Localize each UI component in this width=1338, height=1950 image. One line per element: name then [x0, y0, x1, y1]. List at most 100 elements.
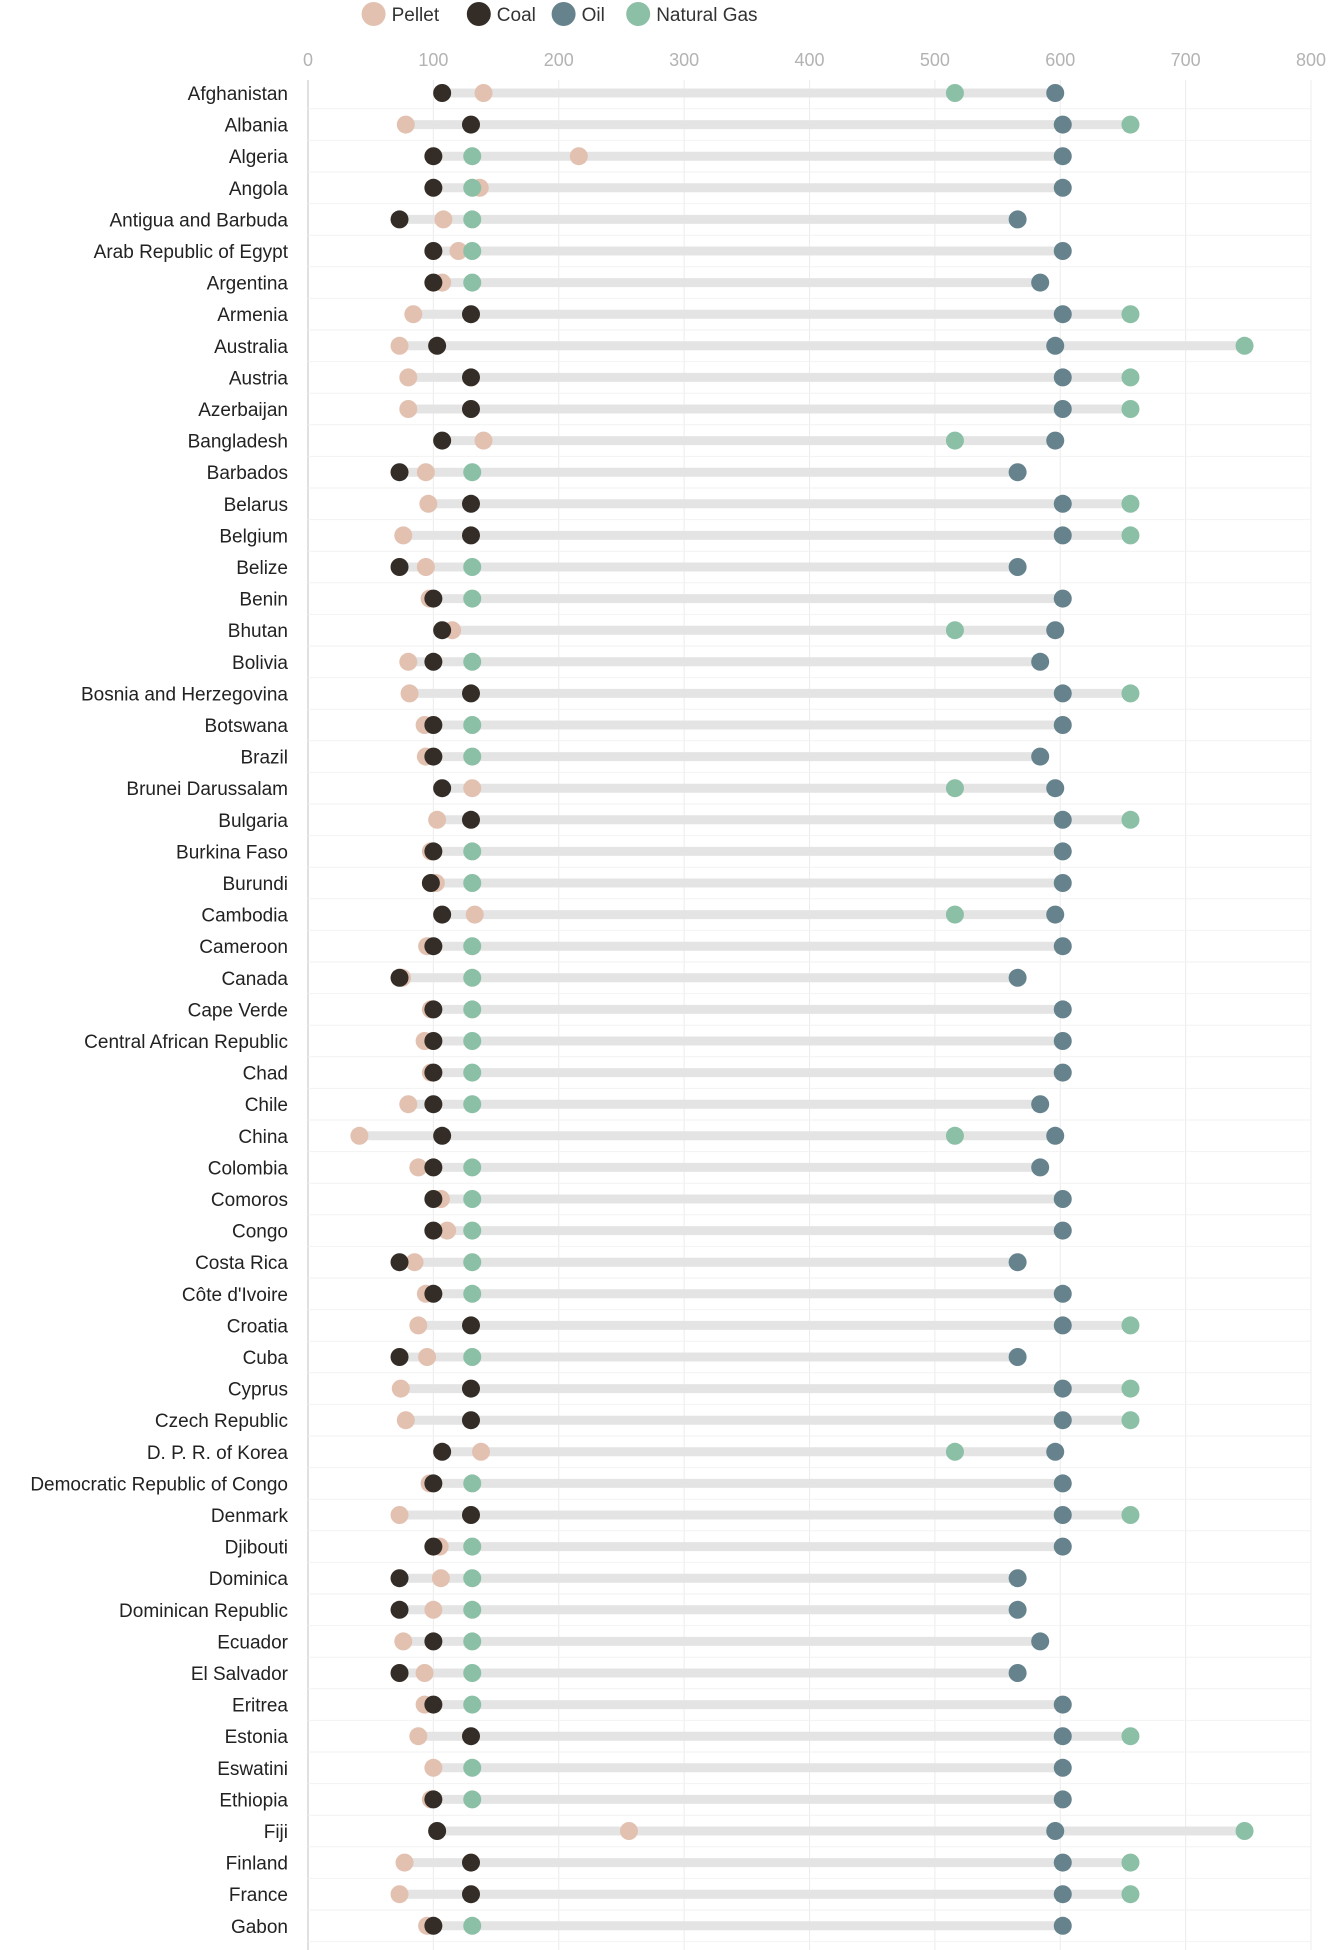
- gas-dot: [463, 1063, 482, 1082]
- gas-dot: [463, 1600, 482, 1619]
- country-row: Belize: [236, 558, 1027, 579]
- gas-dot: [463, 1758, 482, 1777]
- gas-dot: [463, 1537, 482, 1556]
- oil-dot: [1053, 178, 1072, 197]
- oil-dot: [1053, 526, 1072, 545]
- coal-dot: [461, 1316, 480, 1335]
- country-row: Ecuador: [217, 1632, 1050, 1653]
- pellet-dot: [419, 494, 438, 513]
- country-row: Bulgaria: [218, 810, 1140, 832]
- oil-dot: [1053, 147, 1072, 166]
- country-row: Bhutan: [228, 621, 1065, 642]
- gas-dot: [463, 1158, 482, 1177]
- coal-dot: [390, 1600, 409, 1619]
- country-row: Azerbaijan: [198, 400, 1140, 421]
- pellet-dot: [395, 1853, 414, 1872]
- country-row: Central African Republic: [84, 1032, 1072, 1053]
- oil-dot: [1046, 1822, 1065, 1840]
- coal-dot: [461, 1853, 480, 1872]
- country-label: Cameroon: [199, 937, 288, 958]
- oil-dot: [1053, 874, 1072, 892]
- oil-dot: [1046, 621, 1065, 640]
- oil-dot: [1046, 84, 1065, 102]
- country-label: Chad: [243, 1064, 288, 1085]
- x-tick-label: 500: [920, 50, 950, 70]
- country-row: Albania: [225, 115, 1140, 137]
- country-row: Benin: [239, 589, 1072, 611]
- gas-dot: [1235, 1822, 1254, 1840]
- country-label: Costa Rica: [195, 1253, 288, 1274]
- coal-dot: [424, 1790, 443, 1809]
- country-row: Cape Verde: [188, 1000, 1072, 1021]
- country-label: Djibouti: [225, 1538, 288, 1559]
- country-label: China: [238, 1127, 288, 1148]
- gas-dot: [463, 1221, 482, 1240]
- country-label: Antigua and Barbuda: [109, 210, 288, 231]
- pellet-dot: [394, 526, 413, 545]
- gas-dot: [463, 1916, 482, 1935]
- country-row: Congo: [232, 1221, 1072, 1243]
- coal-dot: [433, 621, 452, 640]
- pellet-dot: [400, 684, 419, 703]
- coal-dot: [461, 115, 480, 134]
- gas-dot: [463, 1474, 482, 1493]
- country-row: D. P. R. of Korea: [147, 1442, 1065, 1464]
- coal-dot: [461, 305, 480, 324]
- gas-dot: [945, 779, 964, 798]
- country-row: Comoros: [211, 1190, 1072, 1211]
- coal-dot: [390, 210, 409, 229]
- country-row: Croatia: [227, 1316, 1140, 1337]
- oil-dot: [1053, 1284, 1072, 1303]
- country-label: Cape Verde: [188, 1000, 288, 1021]
- coal-dot: [433, 84, 452, 102]
- oil-dot: [1053, 1316, 1072, 1335]
- gas-dot: [463, 842, 482, 861]
- oil-dot: [1053, 368, 1072, 387]
- oil-dot: [1053, 1379, 1072, 1398]
- legend-item-gas: Natural Gas: [626, 2, 758, 26]
- oil-dot: [1053, 1727, 1072, 1746]
- country-row: Cambodia: [201, 905, 1065, 927]
- coal-dot: [390, 463, 409, 482]
- pellet-dot: [619, 1822, 638, 1840]
- coal-dot: [433, 905, 452, 924]
- gas-dot: [945, 431, 964, 450]
- country-row: Argentina: [207, 273, 1050, 295]
- gas-dot: [1121, 684, 1140, 703]
- country-label: Belize: [236, 558, 288, 579]
- gas-dot: [463, 210, 482, 229]
- gas-dot: [1235, 336, 1254, 355]
- gas-dot: [463, 716, 482, 734]
- gas-dot: [463, 242, 482, 260]
- country-row: Bosnia and Herzegovina: [81, 684, 1140, 705]
- country-row: Armenia: [217, 305, 1140, 326]
- oil-dot: [1008, 1664, 1027, 1682]
- country-label: Chile: [245, 1095, 288, 1116]
- gas-dot: [1121, 115, 1140, 134]
- country-row: Côte d'Ivoire: [182, 1284, 1072, 1306]
- coal-dot: [390, 968, 409, 987]
- country-row: Gabon: [231, 1916, 1072, 1938]
- pellet-dot: [569, 147, 588, 166]
- oil-dot: [1053, 1695, 1072, 1714]
- gas-dot: [945, 905, 964, 924]
- oil-dot: [1053, 1411, 1072, 1430]
- oil-dot: [1046, 336, 1065, 355]
- coal-dot: [461, 400, 480, 418]
- country-label: Gabon: [231, 1917, 288, 1938]
- coal-dot: [461, 1506, 480, 1524]
- country-label: Bulgaria: [218, 811, 288, 832]
- country-row: Cyprus: [228, 1379, 1140, 1401]
- country-row: Austria: [229, 368, 1140, 389]
- country-row: Botswana: [205, 716, 1072, 737]
- oil-dot: [1008, 1600, 1027, 1619]
- country-label: Brazil: [240, 748, 288, 769]
- gas-dot: [463, 747, 482, 766]
- coal-dot: [461, 1411, 480, 1430]
- coal-dot: [424, 652, 443, 671]
- country-label: Belarus: [224, 495, 288, 516]
- coal-dot: [461, 1379, 480, 1398]
- oil-dot: [1008, 558, 1027, 576]
- coal-dot: [424, 178, 443, 197]
